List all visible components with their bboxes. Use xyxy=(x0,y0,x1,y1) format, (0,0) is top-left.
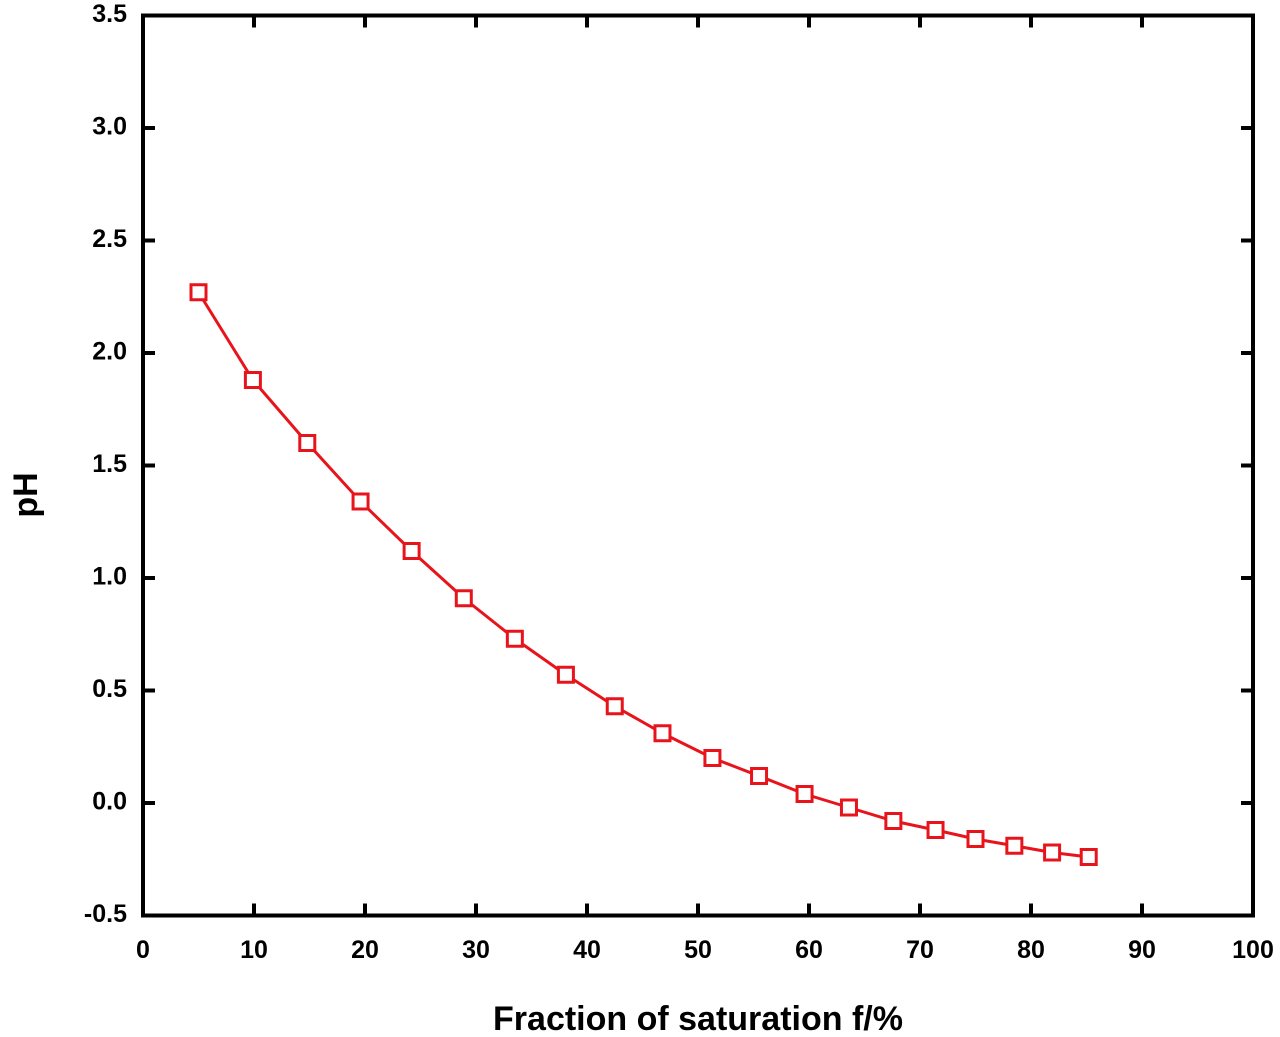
y-axis-label: pH xyxy=(7,472,45,517)
data-marker xyxy=(605,697,624,716)
data-marker xyxy=(402,542,421,560)
x-tick-label: 100 xyxy=(1232,936,1274,964)
data-marker xyxy=(839,798,858,817)
data-marker xyxy=(189,283,208,302)
data-marker xyxy=(750,767,769,785)
x-axis-label: Fraction of saturation f/% xyxy=(493,1000,903,1037)
data-marker xyxy=(556,665,575,684)
data-marker xyxy=(653,724,672,743)
data-marker xyxy=(298,434,317,452)
data-marker xyxy=(703,749,722,767)
y-tick-label: 2.5 xyxy=(92,225,127,253)
y-tick-label: 0.0 xyxy=(92,788,127,816)
data-marker xyxy=(505,629,524,648)
x-tick-label: 40 xyxy=(573,936,601,964)
data-marker xyxy=(1079,848,1098,866)
plot-frame xyxy=(141,13,1255,918)
data-marker xyxy=(1043,843,1062,862)
data-marker xyxy=(243,371,262,389)
x-tick-label: 50 xyxy=(684,936,712,964)
data-marker xyxy=(795,785,814,803)
data-marker xyxy=(884,812,903,830)
x-tick-label: 60 xyxy=(795,936,823,964)
x-tick-label: 0 xyxy=(136,936,150,964)
data-marker xyxy=(966,830,985,848)
data-marker xyxy=(351,492,370,511)
data-marker xyxy=(454,589,473,608)
x-tick-label: 70 xyxy=(906,936,934,964)
y-tick-label: 1.5 xyxy=(92,450,127,478)
x-tick-label: 20 xyxy=(351,936,379,964)
x-tick-label: 10 xyxy=(240,936,268,964)
x-tick-label: 80 xyxy=(1017,936,1045,964)
y-tick-label: 2.0 xyxy=(92,338,127,366)
x-tick-label: 30 xyxy=(462,936,490,964)
y-tick-label: 1.0 xyxy=(92,563,127,591)
data-marker xyxy=(926,821,945,839)
data-marker xyxy=(1005,836,1024,855)
y-tick-label: -0.5 xyxy=(84,900,127,928)
y-tick-label: 3.5 xyxy=(92,0,127,28)
y-tick-label: 3.0 xyxy=(92,113,127,141)
x-tick-label: 90 xyxy=(1128,936,1156,964)
y-tick-label: 0.5 xyxy=(92,675,127,703)
